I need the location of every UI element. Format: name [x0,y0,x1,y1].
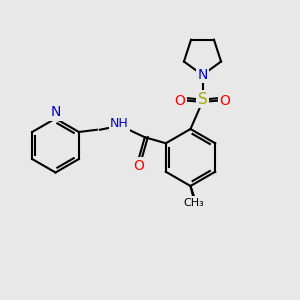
Text: S: S [198,92,207,106]
Text: O: O [134,159,144,173]
Text: O: O [175,94,185,107]
Text: N: N [197,68,208,82]
Text: CH₃: CH₃ [183,197,204,208]
Text: NH: NH [110,117,129,130]
Text: O: O [220,94,230,107]
Text: N: N [50,106,61,119]
